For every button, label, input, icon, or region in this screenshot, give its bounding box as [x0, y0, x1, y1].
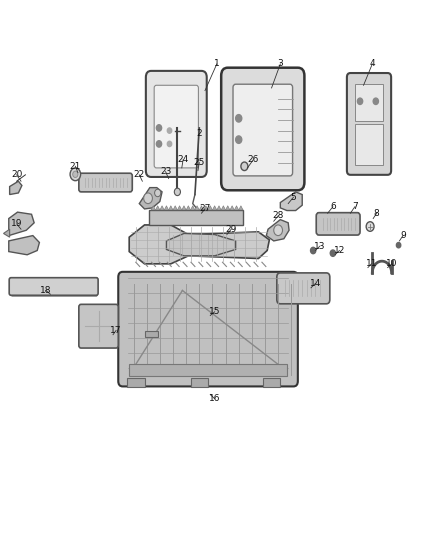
Text: 12: 12: [334, 246, 345, 255]
Text: 25: 25: [194, 158, 205, 167]
Text: 3: 3: [277, 60, 283, 68]
FancyBboxPatch shape: [9, 278, 98, 295]
Text: 15: 15: [209, 308, 220, 316]
Polygon shape: [230, 206, 234, 210]
Circle shape: [144, 193, 152, 204]
Polygon shape: [239, 206, 243, 210]
Bar: [149, 210, 243, 225]
FancyBboxPatch shape: [221, 68, 304, 190]
Text: 16: 16: [209, 394, 220, 403]
Text: 22: 22: [134, 171, 145, 179]
Polygon shape: [217, 206, 221, 210]
Polygon shape: [199, 206, 204, 210]
FancyBboxPatch shape: [277, 273, 330, 304]
Text: 2: 2: [197, 129, 202, 138]
FancyBboxPatch shape: [11, 289, 97, 296]
Circle shape: [357, 98, 363, 104]
Polygon shape: [226, 206, 230, 210]
Text: 11: 11: [366, 260, 377, 268]
Circle shape: [70, 168, 81, 181]
Circle shape: [396, 243, 401, 248]
Text: 7: 7: [352, 203, 358, 211]
Polygon shape: [160, 206, 164, 210]
Text: 23: 23: [160, 167, 171, 176]
Polygon shape: [204, 206, 208, 210]
Circle shape: [155, 189, 161, 197]
Circle shape: [174, 188, 180, 196]
Text: 4: 4: [370, 60, 375, 68]
Polygon shape: [169, 206, 173, 210]
Circle shape: [236, 115, 242, 122]
Circle shape: [373, 98, 378, 104]
FancyBboxPatch shape: [79, 173, 132, 192]
Text: 18: 18: [40, 286, 52, 295]
Text: 20: 20: [11, 171, 22, 179]
Polygon shape: [4, 229, 10, 237]
Circle shape: [241, 162, 248, 171]
Circle shape: [156, 125, 162, 131]
Circle shape: [366, 222, 374, 231]
Bar: [263, 378, 280, 387]
Text: 28: 28: [272, 212, 284, 220]
Bar: [145, 331, 158, 337]
Text: 26: 26: [247, 156, 259, 164]
Text: 19: 19: [11, 220, 22, 228]
Polygon shape: [155, 206, 160, 210]
FancyBboxPatch shape: [233, 84, 293, 176]
Bar: [127, 378, 145, 387]
Polygon shape: [195, 206, 199, 210]
Polygon shape: [10, 181, 22, 195]
FancyBboxPatch shape: [154, 85, 198, 168]
Bar: [355, 124, 383, 165]
Bar: [191, 378, 208, 387]
Polygon shape: [182, 206, 186, 210]
Polygon shape: [280, 192, 302, 211]
Text: 27: 27: [199, 205, 211, 213]
Circle shape: [167, 128, 172, 133]
Circle shape: [274, 225, 283, 236]
Text: 13: 13: [314, 242, 325, 251]
Text: 5: 5: [290, 193, 297, 201]
Polygon shape: [151, 206, 155, 210]
FancyBboxPatch shape: [316, 213, 360, 235]
Polygon shape: [177, 206, 182, 210]
Polygon shape: [234, 206, 239, 210]
Text: 24: 24: [177, 156, 189, 164]
Polygon shape: [139, 188, 162, 209]
Text: 14: 14: [310, 279, 321, 288]
Polygon shape: [221, 206, 226, 210]
Bar: [129, 364, 287, 376]
FancyBboxPatch shape: [79, 304, 118, 348]
Circle shape: [167, 141, 172, 147]
Bar: [355, 84, 383, 121]
Text: 10: 10: [386, 260, 398, 268]
Text: 1: 1: [214, 60, 220, 68]
Polygon shape: [164, 206, 169, 210]
FancyBboxPatch shape: [347, 73, 391, 175]
Circle shape: [73, 171, 78, 177]
Polygon shape: [208, 206, 212, 210]
Polygon shape: [173, 206, 177, 210]
Circle shape: [156, 141, 162, 147]
Text: 21: 21: [70, 162, 81, 171]
FancyBboxPatch shape: [118, 272, 298, 386]
Polygon shape: [166, 233, 236, 256]
Text: 6: 6: [330, 203, 336, 211]
Circle shape: [311, 247, 316, 254]
Polygon shape: [191, 206, 195, 210]
FancyBboxPatch shape: [146, 71, 207, 177]
Text: 29: 29: [226, 225, 237, 233]
Polygon shape: [129, 225, 269, 264]
Polygon shape: [186, 206, 191, 210]
Text: 8: 8: [374, 209, 380, 217]
Text: 17: 17: [110, 326, 122, 335]
Text: 9: 9: [400, 231, 406, 240]
Circle shape: [236, 136, 242, 143]
Polygon shape: [212, 206, 217, 210]
Polygon shape: [9, 236, 39, 255]
Circle shape: [330, 250, 336, 256]
Polygon shape: [266, 220, 289, 241]
Polygon shape: [9, 212, 34, 236]
